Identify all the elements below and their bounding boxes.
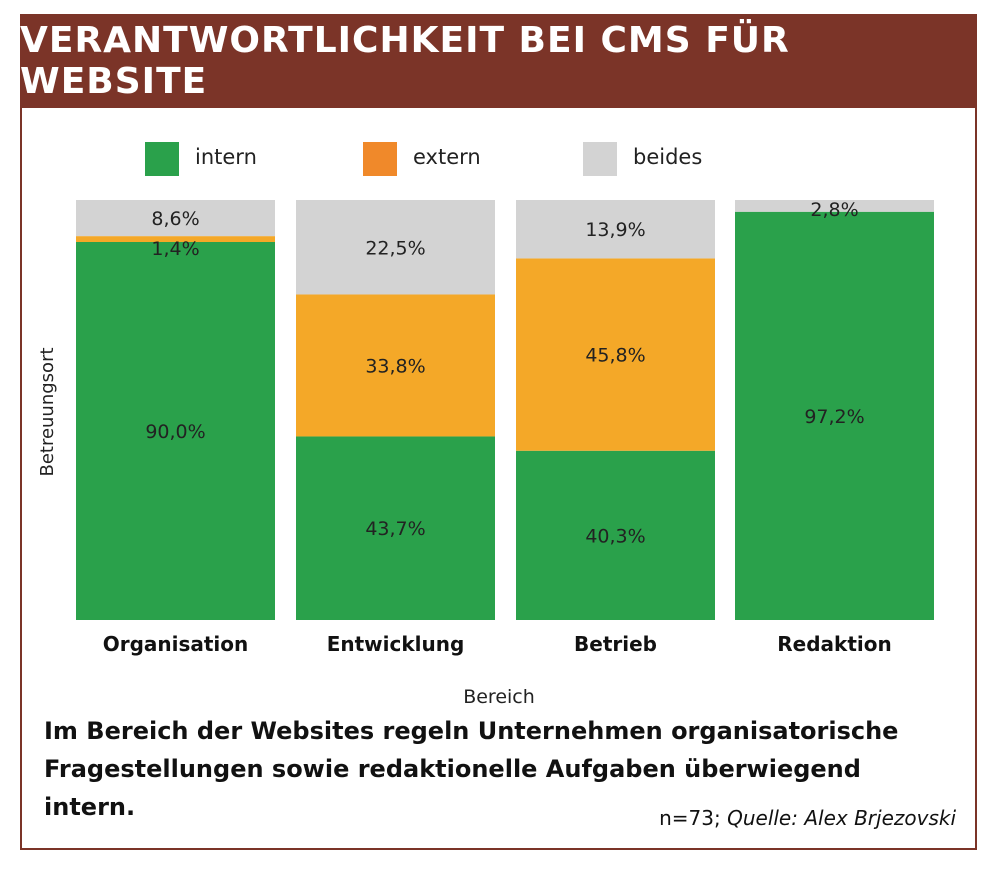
legend-swatch-extern (363, 142, 397, 176)
data-label-betrieb-beides: 13,9% (585, 219, 645, 241)
data-label-redaktion-beides: 2,8% (810, 199, 858, 221)
bar-entwicklung-extern (296, 294, 495, 437)
data-label-organisation-extern: 1,4% (151, 238, 199, 260)
sample-size: n=73; (659, 806, 721, 830)
data-label-entwicklung-intern: 43,7% (365, 518, 425, 540)
bar-organisation-beides (76, 200, 275, 237)
data-label-organisation-beides: 8,6% (151, 208, 199, 230)
title-bar: VERANTWORTLICHKEIT BEI CMS FÜR WEBSITE (20, 14, 977, 108)
chart-title: VERANTWORTLICHKEIT BEI CMS FÜR WEBSITE (20, 20, 790, 102)
bar-redaktion-beides (735, 200, 934, 212)
data-label-betrieb-intern: 40,3% (585, 525, 645, 547)
legend-label-beides: beides (633, 145, 702, 169)
bar-betrieb-beides (516, 200, 715, 259)
category-label-redaktion: Redaktion (777, 632, 891, 656)
data-label-redaktion-intern: 97,2% (804, 406, 864, 428)
data-label-betrieb-extern: 45,8% (585, 345, 645, 367)
bar-redaktion-intern (735, 211, 934, 620)
category-label-betrieb: Betrieb (574, 632, 657, 656)
y-axis-label: Betreuungsort (37, 347, 58, 476)
bar-entwicklung-intern (296, 436, 495, 620)
bar-betrieb-extern (516, 258, 715, 451)
chart-caption: Im Bereich der Websites regeln Unternehm… (44, 717, 899, 821)
source-credit: Quelle: Alex Brjezovski (727, 806, 956, 830)
data-label-entwicklung-beides: 22,5% (365, 237, 425, 259)
data-label-entwicklung-extern: 33,8% (365, 355, 425, 377)
legend-label-extern: extern (413, 145, 481, 169)
bar-organisation-extern (76, 236, 275, 242)
category-label-entwicklung: Entwicklung (327, 632, 465, 656)
bar-entwicklung-beides (296, 200, 495, 295)
bar-betrieb-intern (516, 450, 715, 620)
category-label-organisation: Organisation (103, 632, 249, 656)
bar-organisation-intern (76, 242, 275, 620)
x-axis-label: Bereich (463, 686, 535, 708)
legend-swatch-beides (583, 142, 617, 176)
legend-label-intern: intern (195, 145, 257, 169)
data-label-organisation-intern: 90,0% (145, 421, 205, 443)
legend-swatch-intern (145, 142, 179, 176)
source-note: n=73; Quelle: Alex Brjezovski (659, 806, 956, 830)
